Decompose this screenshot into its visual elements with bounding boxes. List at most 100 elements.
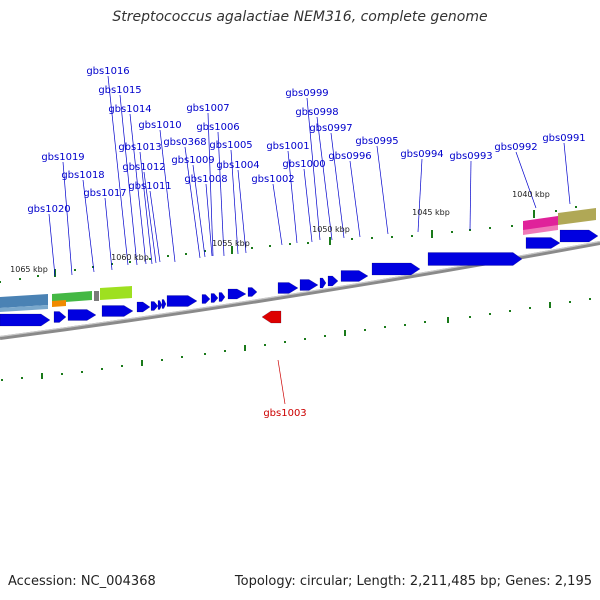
gene-label-gbs0996: gbs0996: [328, 151, 371, 162]
tick-mark: [231, 246, 233, 254]
leader-line: [469, 160, 472, 231]
gene-label-gbs1020: gbs1020: [27, 204, 70, 215]
gene-label-gbs0995: gbs0995: [355, 136, 398, 147]
tick-mark: [37, 275, 39, 277]
tick-mark: [284, 341, 286, 343]
gene-label-gbs1017: gbs1017: [83, 188, 126, 199]
feature-block-1: [0, 294, 48, 308]
leader-line: [149, 190, 161, 263]
gene-arrow-6: [150, 301, 159, 311]
feature-block-3: [52, 291, 92, 303]
tick-mark: [431, 230, 433, 238]
tick-mark: [185, 253, 187, 255]
leader-line: [82, 179, 95, 273]
leader-line: [230, 149, 239, 255]
tick-mark: [469, 316, 471, 318]
tick-mark: [489, 313, 491, 315]
gene-label-gbs1019: gbs1019: [41, 152, 84, 163]
gene-label-gbs0992: gbs0992: [494, 142, 537, 153]
gene-arrow-4: [101, 305, 134, 317]
gene-label-gbs1011: gbs1011: [128, 181, 171, 192]
tick-mark: [101, 368, 103, 370]
gene-label-gbs1003: gbs1003: [263, 408, 306, 419]
gene-label-gbs1006: gbs1006: [196, 122, 239, 133]
gene-label-gbs1004: gbs1004: [216, 160, 259, 171]
gene-arrow-11: [210, 293, 219, 303]
leader-line: [217, 131, 225, 257]
feature-block-2: [0, 305, 48, 312]
gene-arrow-20: [371, 262, 421, 276]
tick-mark: [451, 231, 453, 233]
accession-label: Accession: NC_004368: [8, 574, 156, 589]
gene-arrow-16: [299, 279, 319, 291]
gene-arrow-1: [0, 313, 51, 327]
gene-label-gbs1015: gbs1015: [98, 85, 141, 96]
feature-track: [0, 208, 596, 312]
tick-mark: [411, 235, 413, 237]
tick-mark: [344, 330, 346, 336]
leader-line: [237, 169, 247, 254]
tick-mark: [575, 206, 577, 208]
tick-mark: [129, 261, 131, 263]
tick-mark: [509, 310, 511, 312]
gene-label-gbs1009: gbs1009: [171, 155, 214, 166]
tick-mark: [511, 225, 513, 227]
gene-arrow-19: [340, 270, 369, 282]
tick-mark: [19, 278, 21, 280]
tick-mark: [364, 329, 366, 331]
gene-arrow-23: [559, 229, 599, 243]
tick-label-3: 1055 kbp: [212, 239, 250, 248]
gene-arrow-10: [201, 294, 211, 304]
tick-mark: [533, 210, 535, 218]
leader-line: [62, 161, 73, 276]
gene-arrow-14: [247, 287, 258, 297]
leader-line: [277, 359, 286, 405]
leader-line: [563, 142, 571, 205]
leader-line: [143, 171, 157, 264]
gene-arrow-5: [136, 301, 151, 313]
tick-mark: [41, 373, 43, 379]
gene-arrow-gbs1003: [261, 310, 282, 324]
gene-arrow-9: [166, 295, 198, 307]
gene-label-gbs1016: gbs1016: [86, 66, 129, 77]
label-leader-lines: [48, 75, 571, 405]
gene-arrow-2: [53, 311, 67, 323]
tick-mark: [161, 359, 163, 361]
tick-mark: [529, 307, 531, 309]
tick-label-5: 1045 kbp: [412, 208, 450, 217]
gene-label-gbs1007: gbs1007: [186, 103, 229, 114]
leader-line: [330, 132, 345, 239]
leader-line: [316, 116, 333, 241]
tick-mark: [0, 281, 1, 283]
outer-tick-track: [0, 206, 577, 283]
leader-line: [184, 146, 201, 259]
gene-label-gbs1008: gbs1008: [184, 174, 227, 185]
tick-mark: [304, 338, 306, 340]
tick-label-4: 1050 kbp: [312, 225, 350, 234]
gene-label-gbs1013: gbs1013: [118, 142, 161, 153]
tick-mark: [549, 302, 551, 308]
tick-mark: [391, 236, 393, 238]
tick-mark: [589, 298, 591, 300]
gene-arrow-7: [157, 300, 163, 310]
gene-label-gbs1001: gbs1001: [266, 141, 309, 152]
tick-mark: [264, 344, 266, 346]
tick-mark: [81, 371, 83, 373]
tick-mark: [204, 353, 206, 355]
gene-label-gbs1002: gbs1002: [251, 174, 294, 185]
gene-arrow-3: [67, 309, 97, 321]
feature-block-4: [52, 300, 66, 307]
leader-line: [306, 97, 321, 241]
leader-line: [159, 129, 176, 263]
gene-label-gbs0999: gbs0999: [285, 88, 328, 99]
tick-mark: [447, 317, 449, 323]
leader-line: [515, 151, 537, 209]
feature-block-8: [523, 225, 558, 235]
tick-mark: [569, 301, 571, 303]
tick-mark: [329, 237, 331, 245]
leader-line: [139, 151, 153, 265]
gene-label-gbs1014: gbs1014: [108, 104, 151, 115]
leader-line: [104, 197, 113, 271]
tick-mark: [324, 335, 326, 337]
